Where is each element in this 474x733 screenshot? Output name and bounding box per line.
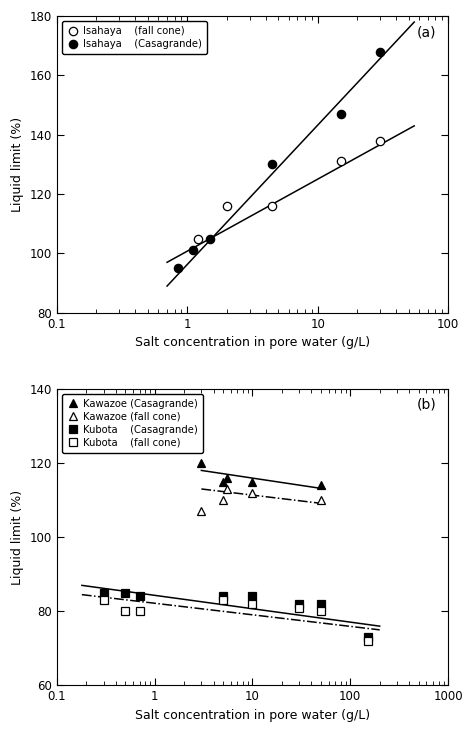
- Y-axis label: Liquid limit (%): Liquid limit (%): [11, 490, 24, 585]
- Legend: Isahaya    (fall cone), Isahaya    (Casagrande): Isahaya (fall cone), Isahaya (Casagrande…: [62, 21, 207, 54]
- Kawazoe (Casagrande): [199, 459, 204, 468]
- Line: Kubota    (Casagrande): Kubota (Casagrande): [100, 589, 372, 641]
- Kubota    (fall cone): [122, 607, 128, 616]
- X-axis label: Salt concentration in pore water (g/L): Salt concentration in pore water (g/L): [135, 336, 370, 349]
- Kawazoe (fall cone): [250, 488, 255, 497]
- Kubota    (fall cone): [318, 607, 324, 616]
- Kubota    (fall cone): [137, 607, 142, 616]
- Isahaya    (Casagrande): [270, 160, 275, 169]
- Kawazoe (fall cone): [318, 496, 324, 504]
- Kubota    (fall cone): [296, 603, 302, 612]
- Kubota    (Casagrande): [296, 600, 302, 608]
- Isahaya    (fall cone): [195, 234, 201, 243]
- Kawazoe (Casagrande): [318, 481, 324, 490]
- Isahaya    (fall cone): [270, 202, 275, 210]
- Line: Isahaya    (fall cone): Isahaya (fall cone): [193, 136, 384, 243]
- Kubota    (Casagrande): [365, 633, 370, 641]
- Isahaya    (fall cone): [377, 136, 383, 145]
- Line: Kawazoe (Casagrande): Kawazoe (Casagrande): [197, 459, 325, 490]
- Kubota    (fall cone): [100, 596, 106, 605]
- Kubota    (fall cone): [220, 596, 226, 605]
- Isahaya    (fall cone): [338, 157, 344, 166]
- Kawazoe (Casagrande): [224, 474, 230, 482]
- Isahaya    (Casagrande): [208, 234, 213, 243]
- Line: Kawazoe (fall cone): Kawazoe (fall cone): [197, 485, 325, 515]
- Y-axis label: Liquid limit (%): Liquid limit (%): [11, 117, 24, 212]
- Kubota    (fall cone): [365, 636, 370, 645]
- Isahaya    (Casagrande): [377, 48, 383, 56]
- Isahaya    (Casagrande): [190, 246, 196, 255]
- Line: Kubota    (fall cone): Kubota (fall cone): [100, 596, 372, 645]
- X-axis label: Salt concentration in pore water (g/L): Salt concentration in pore water (g/L): [135, 709, 370, 722]
- Kubota    (Casagrande): [122, 589, 128, 597]
- Kubota    (Casagrande): [220, 592, 226, 601]
- Kubota    (Casagrande): [100, 589, 106, 597]
- Text: (b): (b): [417, 398, 437, 412]
- Line: Isahaya    (Casagrande): Isahaya (Casagrande): [174, 48, 384, 273]
- Kawazoe (fall cone): [199, 507, 204, 515]
- Kubota    (Casagrande): [137, 592, 142, 601]
- Isahaya    (fall cone): [224, 202, 229, 210]
- Text: (a): (a): [417, 25, 437, 39]
- Isahaya    (Casagrande): [175, 264, 181, 273]
- Kubota    (fall cone): [250, 600, 255, 608]
- Kawazoe (Casagrande): [250, 477, 255, 486]
- Isahaya    (Casagrande): [338, 110, 344, 119]
- Kubota    (Casagrande): [250, 592, 255, 601]
- Kawazoe (fall cone): [220, 496, 226, 504]
- Legend: Kawazoe (Casagrande), Kawazoe (fall cone), Kubota    (Casagrande), Kubota    (fa: Kawazoe (Casagrande), Kawazoe (fall cone…: [62, 394, 203, 453]
- Kawazoe (Casagrande): [220, 477, 226, 486]
- Kawazoe (fall cone): [224, 485, 230, 493]
- Kubota    (Casagrande): [318, 600, 324, 608]
